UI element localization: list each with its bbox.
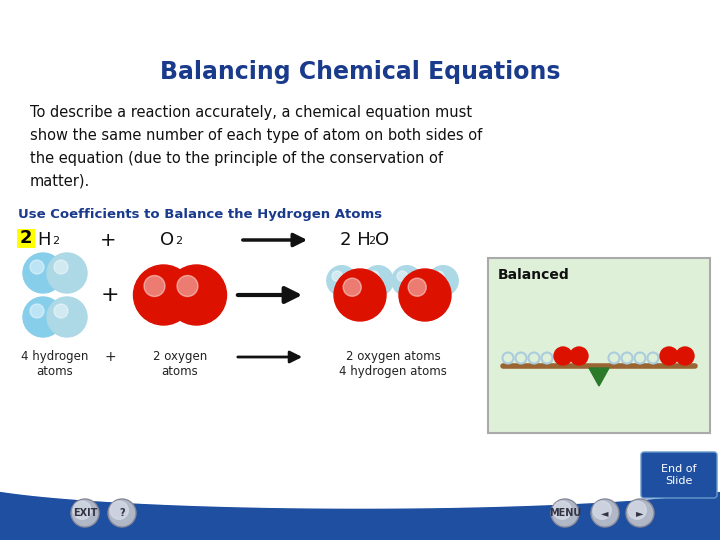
Bar: [0, 478, 720, 540]
Circle shape: [408, 278, 426, 296]
Text: O: O: [375, 231, 389, 249]
Circle shape: [177, 275, 198, 296]
Text: +: +: [100, 231, 117, 250]
Circle shape: [30, 304, 44, 318]
Text: MENU: MENU: [549, 508, 581, 518]
Ellipse shape: [590, 0, 720, 105]
FancyBboxPatch shape: [641, 452, 717, 498]
Polygon shape: [0, 0, 720, 508]
Circle shape: [166, 265, 227, 325]
Circle shape: [363, 266, 393, 296]
Circle shape: [554, 347, 572, 365]
Text: ◄: ◄: [601, 508, 608, 518]
Circle shape: [626, 499, 654, 527]
Text: To describe a reaction accurately, a chemical equation must: To describe a reaction accurately, a che…: [30, 105, 472, 120]
Circle shape: [593, 501, 611, 519]
Circle shape: [47, 297, 87, 337]
Text: Balancing Chemical Equations: Balancing Chemical Equations: [160, 60, 560, 84]
Text: EXIT: EXIT: [73, 508, 97, 518]
Circle shape: [73, 501, 91, 519]
Bar: [0, 0, 720, 38]
Ellipse shape: [550, 0, 720, 125]
Text: +: +: [104, 350, 116, 364]
Text: 2: 2: [368, 236, 375, 246]
Text: 2: 2: [19, 229, 32, 247]
Text: ►: ►: [636, 508, 644, 518]
Circle shape: [553, 501, 571, 519]
Text: 2: 2: [175, 236, 182, 246]
Text: matter).: matter).: [30, 174, 90, 189]
Circle shape: [47, 253, 87, 293]
Text: ?: ?: [120, 508, 125, 518]
Circle shape: [54, 304, 68, 318]
Circle shape: [334, 269, 386, 321]
Circle shape: [144, 275, 165, 296]
Circle shape: [551, 499, 579, 527]
Circle shape: [676, 347, 694, 365]
Circle shape: [110, 501, 128, 519]
Text: 2: 2: [52, 236, 59, 246]
FancyBboxPatch shape: [17, 229, 35, 248]
Ellipse shape: [510, 0, 720, 148]
Ellipse shape: [625, 0, 720, 88]
Text: Balanced: Balanced: [498, 268, 570, 282]
Circle shape: [397, 271, 408, 281]
Circle shape: [343, 278, 361, 296]
Circle shape: [23, 253, 63, 293]
Text: 2 H: 2 H: [340, 231, 371, 249]
Circle shape: [54, 260, 68, 274]
Text: +: +: [101, 285, 120, 305]
Circle shape: [23, 297, 63, 337]
Text: 4 hydrogen
atoms: 4 hydrogen atoms: [22, 350, 89, 378]
Text: H: H: [37, 231, 50, 249]
Circle shape: [660, 347, 678, 365]
Circle shape: [428, 266, 458, 296]
Circle shape: [332, 271, 343, 281]
Circle shape: [30, 260, 44, 274]
Text: Chemical Reactions: Chemical Reactions: [8, 10, 191, 28]
Text: - Describing Chemical Reactions: - Describing Chemical Reactions: [148, 10, 421, 28]
Circle shape: [570, 347, 588, 365]
Text: show the same number of each type of atom on both sides of: show the same number of each type of ato…: [30, 128, 482, 143]
Text: 2 oxygen atoms
4 hydrogen atoms: 2 oxygen atoms 4 hydrogen atoms: [339, 350, 447, 378]
Circle shape: [591, 499, 619, 527]
Circle shape: [133, 265, 194, 325]
Circle shape: [433, 271, 444, 281]
Text: 2 oxygen
atoms: 2 oxygen atoms: [153, 350, 207, 378]
Text: End of
Slide: End of Slide: [661, 464, 697, 486]
Circle shape: [369, 271, 379, 281]
Polygon shape: [589, 368, 609, 386]
Circle shape: [399, 269, 451, 321]
Circle shape: [327, 266, 357, 296]
Text: Use Coefficients to Balance the Hydrogen Atoms: Use Coefficients to Balance the Hydrogen…: [18, 208, 382, 221]
Polygon shape: [0, 0, 720, 508]
FancyBboxPatch shape: [488, 258, 710, 433]
Text: O: O: [160, 231, 174, 249]
Circle shape: [628, 501, 647, 519]
Circle shape: [392, 266, 422, 296]
Circle shape: [71, 499, 99, 527]
Text: the equation (due to the principle of the conservation of: the equation (due to the principle of th…: [30, 151, 443, 166]
Circle shape: [108, 499, 136, 527]
